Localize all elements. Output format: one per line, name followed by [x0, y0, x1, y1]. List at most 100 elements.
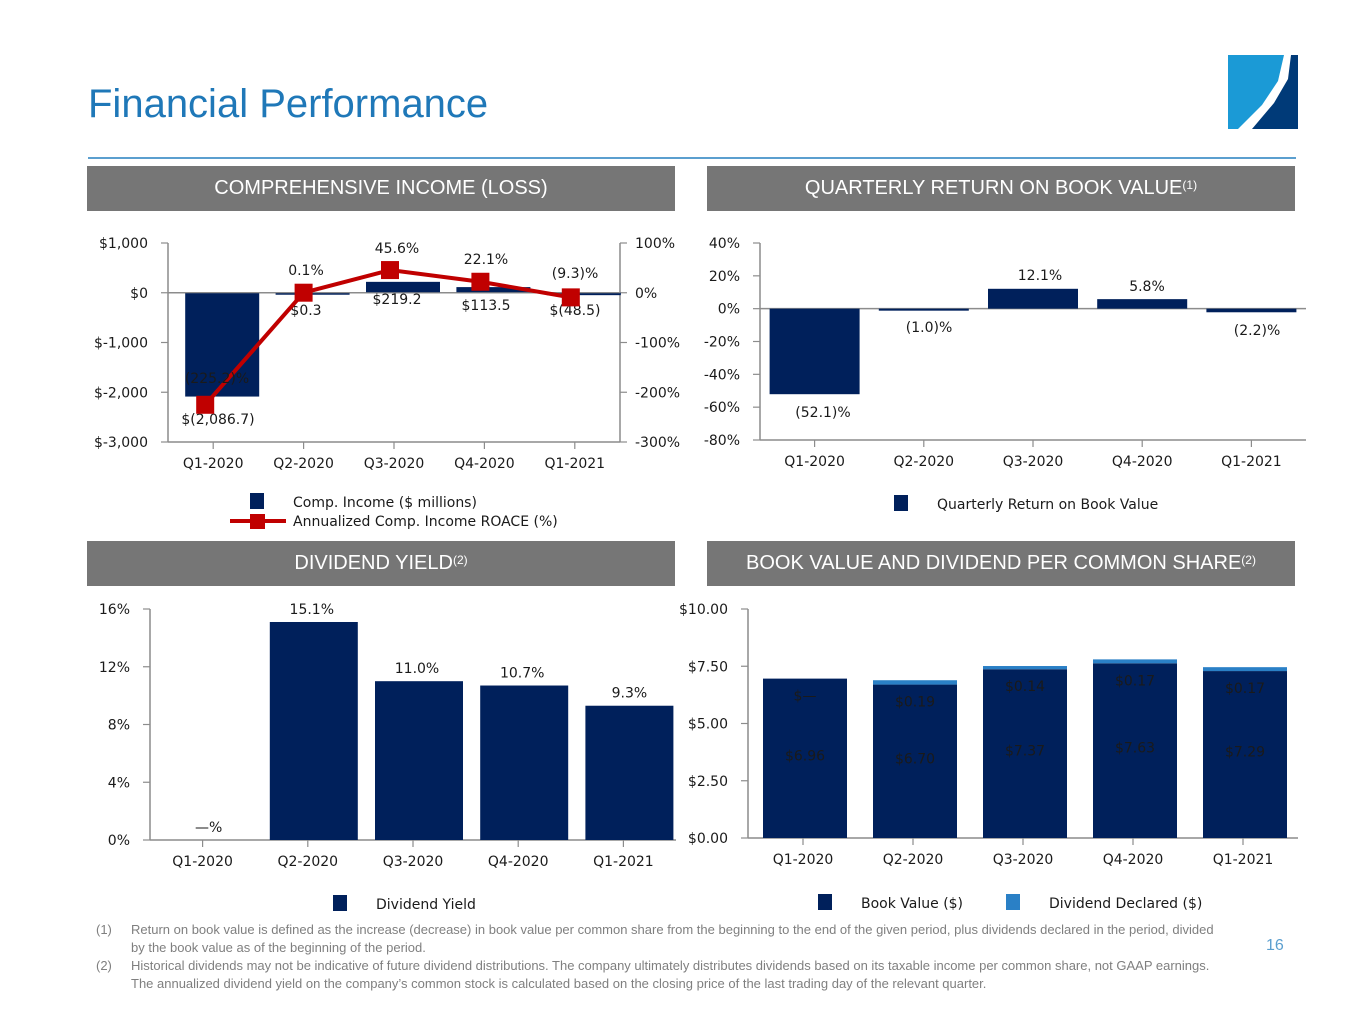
- x-tick-label: Q3-2020: [1003, 454, 1064, 470]
- x-tick-label: Q1-2020: [784, 454, 845, 470]
- y-tick-label: 20%: [709, 269, 740, 285]
- bar-data-label: $(48.5): [549, 303, 600, 319]
- x-tick-label: Q1-2021: [1221, 454, 1282, 470]
- bar-dividend-yield: [585, 705, 674, 840]
- bar-data-label: (2.2)%: [1234, 323, 1281, 339]
- line-data-label: 22.1%: [464, 252, 508, 268]
- company-logo: [1228, 55, 1298, 129]
- x-tick-label: Q1-2020: [773, 852, 834, 868]
- legend-swatch-bar: [894, 495, 908, 511]
- bar-data-label-bv: $7.37: [1005, 744, 1045, 760]
- x-tick-label: Q4-2020: [1103, 852, 1164, 868]
- bar-comp-income: [185, 292, 260, 397]
- footnotes: (1) Return on book value is defined as th…: [96, 921, 1216, 993]
- x-tick-label: Q3-2020: [383, 854, 444, 870]
- y-tick-label: $7.50: [688, 659, 728, 675]
- bar-data-label: (52.1)%: [795, 405, 850, 421]
- y-tick-label: $10.00: [679, 602, 728, 618]
- bar-data-label-bv: $7.29: [1225, 745, 1265, 761]
- x-tick-label: Q2-2020: [273, 456, 334, 472]
- bar-dividend-declared: [983, 666, 1067, 670]
- logo-light-shape: [1228, 55, 1284, 129]
- bar-data-label: $0.3: [290, 303, 321, 319]
- x-tick-label: Q3-2020: [993, 852, 1054, 868]
- line-data-label: 0.1%: [288, 263, 324, 279]
- bar-data-label-div: $0.19: [895, 695, 935, 711]
- bar-book-value: [763, 678, 847, 838]
- legend-swatch-marker: [250, 514, 265, 529]
- bar-data-label-div: $0.17: [1225, 681, 1265, 697]
- bar-data-label: $113.5: [462, 298, 511, 314]
- y-tick-label: 4%: [108, 775, 130, 791]
- y-tick-label: $-3,000: [94, 435, 148, 451]
- legend-label: Comp. Income ($ millions): [293, 495, 477, 511]
- line-data-label: 45.6%: [375, 241, 419, 257]
- x-tick-label: Q3-2020: [364, 456, 425, 472]
- logo-dark-shape: [1252, 55, 1298, 129]
- panel-header-return-bv: QUARTERLY RETURN ON BOOK VALUE (1): [707, 166, 1295, 211]
- legend-label: Book Value ($): [861, 896, 963, 912]
- y-tick-label: $-1,000: [94, 336, 148, 352]
- y-tick-label: $2.50: [688, 774, 728, 790]
- x-tick-label: Q4-2020: [454, 456, 515, 472]
- y-tick-label: 0%: [718, 302, 740, 318]
- footnote-ref: (2): [1241, 552, 1256, 567]
- x-tick-label: Q1-2021: [1213, 852, 1274, 868]
- y-tick-label: $0.00: [688, 831, 728, 847]
- x-tick-label: Q1-2021: [544, 456, 605, 472]
- roace-line: [203, 268, 572, 407]
- bar-data-label-bv: $7.63: [1115, 741, 1155, 757]
- legend-label: Dividend Declared ($): [1049, 896, 1202, 912]
- title-divider: [88, 157, 1296, 159]
- y-tick-label: -20%: [704, 335, 740, 351]
- panel-header-comp-income: COMPREHENSIVE INCOME (LOSS): [87, 166, 675, 211]
- x-tick-label: Q4-2020: [488, 854, 549, 870]
- bar-data-label: —%: [195, 820, 222, 836]
- bar-book-value: [873, 684, 957, 838]
- page-title: Financial Performance: [88, 82, 489, 126]
- y-tick-label: 8%: [108, 718, 130, 734]
- bar-dividend-yield: [480, 685, 569, 840]
- bar-data-label: 9.3%: [612, 686, 648, 702]
- panel-title: BOOK VALUE AND DIVIDEND PER COMMON SHARE: [746, 552, 1242, 574]
- bar-data-label-div: $0.14: [1005, 679, 1045, 695]
- roace-marker: [196, 395, 215, 414]
- legend-swatch-bar: [250, 493, 264, 509]
- roace-marker: [381, 261, 399, 280]
- bar-data-label-div: $—: [794, 689, 817, 705]
- bar-comp-income: [456, 287, 531, 293]
- bar-data-label: 12.1%: [1018, 268, 1062, 284]
- bar-comp-income: [366, 281, 440, 293]
- footnote: (2) Historical dividends may not be indic…: [96, 958, 1210, 991]
- bar-return-bv: [1206, 308, 1297, 313]
- roace-marker: [294, 283, 313, 302]
- bar-book-value: [1093, 663, 1177, 838]
- y-tick-label: 40%: [709, 236, 740, 252]
- panel-title: COMPREHENSIVE INCOME (LOSS): [214, 177, 548, 199]
- legend-label: Quarterly Return on Book Value: [937, 497, 1158, 513]
- y-tick-label: $-2,000: [94, 385, 148, 401]
- x-tick-label: Q1-2020: [183, 456, 244, 472]
- y-tick-label: $5.00: [688, 717, 728, 733]
- bar-data-label: 15.1%: [290, 602, 334, 618]
- bar-data-label: 10.7%: [500, 666, 544, 682]
- bar-comp-income: [275, 292, 350, 295]
- bar-return-bv: [1097, 299, 1188, 309]
- bar-dividend-declared: [873, 680, 957, 685]
- x-tick-label: Q1-2020: [172, 854, 233, 870]
- y-tick-label: 16%: [99, 602, 130, 618]
- line-data-label: (9.3)%: [552, 266, 599, 282]
- bar-data-label-bv: $6.70: [895, 751, 935, 767]
- y-tick-label: 0%: [108, 833, 130, 849]
- bar-book-value: [1203, 671, 1287, 838]
- legend-swatch-div: [1006, 894, 1020, 910]
- bar-data-label: (1.0)%: [906, 320, 953, 336]
- footnote: (1) Return on book value is defined as th…: [96, 922, 1214, 955]
- bar-data-label: 5.8%: [1129, 279, 1165, 295]
- bar-data-label: 11.0%: [395, 661, 439, 677]
- x-tick-label: Q2-2020: [277, 854, 338, 870]
- y2-tick-label: -100%: [635, 336, 680, 352]
- bar-dividend-yield: [375, 681, 463, 840]
- page-number: 16: [1266, 937, 1284, 954]
- panel-title: DIVIDEND YIELD: [294, 552, 453, 574]
